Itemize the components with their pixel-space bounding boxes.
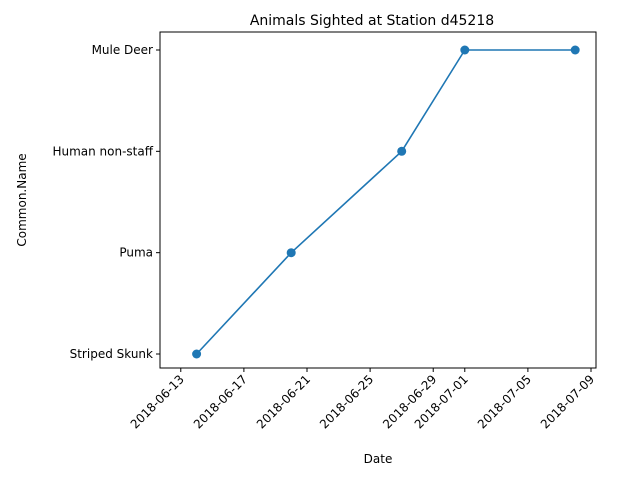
x-tick-label: 2018-06-21	[254, 372, 313, 431]
data-point	[570, 45, 580, 55]
data-point	[192, 349, 202, 359]
data-point	[460, 45, 470, 55]
y-axis-label: Common.Name	[15, 153, 29, 246]
y-tick-label: Striped Skunk	[70, 347, 153, 361]
x-tick-label: 2018-07-05	[475, 372, 534, 431]
x-tick-label: 2018-06-17	[191, 372, 250, 431]
y-tick-label: Human non-staff	[52, 144, 153, 158]
x-axis-label: Date	[364, 452, 393, 466]
plot-frame	[159, 31, 597, 369]
x-tick-label: 2018-06-13	[128, 372, 187, 431]
y-tick-label: Mule Deer	[92, 43, 153, 57]
plot-area: Striped Skunk Puma Human non-staff Mule Dee…	[52, 31, 597, 431]
data-point	[397, 146, 407, 156]
y-tick-label: Puma	[119, 246, 153, 260]
chart-title: Animals Sighted at Station d45218	[250, 13, 494, 29]
data-point	[286, 248, 296, 258]
x-tick-label: 2018-06-25	[317, 372, 376, 431]
x-tick-label: 2018-07-09	[538, 372, 597, 431]
series-line	[196, 49, 576, 355]
